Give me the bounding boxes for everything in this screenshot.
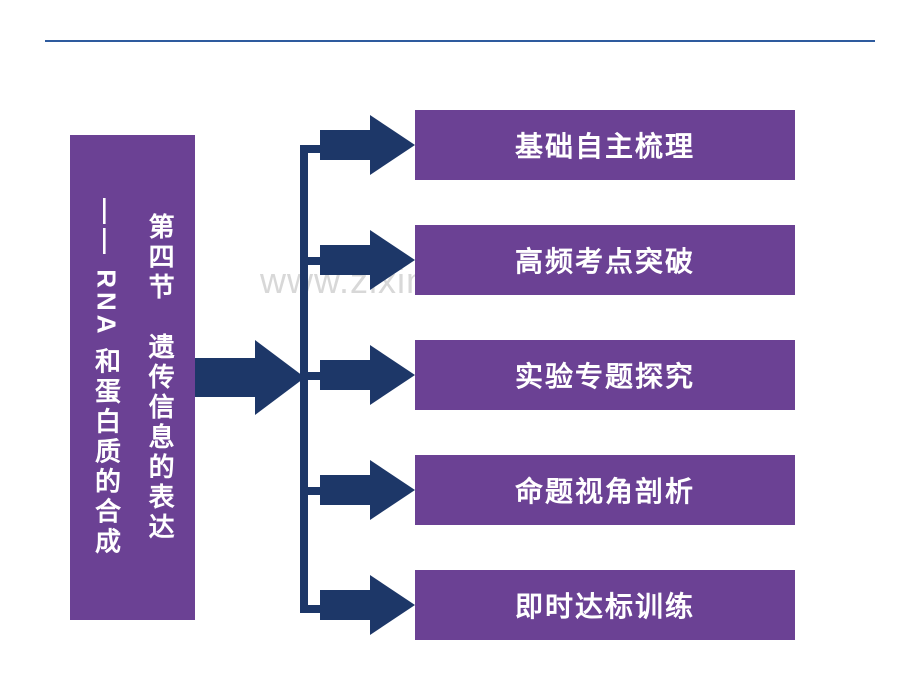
diagram-item: 基础自主梳理 (320, 110, 795, 180)
item-box: 命题视角剖析 (415, 455, 795, 525)
diagram-item: 实验专题探究 (320, 340, 795, 410)
chapter-title-block: 第四节 遗传信息的表达 —— RNA 和蛋白质的合成 (70, 135, 195, 620)
item-label: 基础自主梳理 (515, 125, 695, 165)
main-arrow-icon (195, 340, 305, 420)
arrow-right-icon (320, 225, 415, 295)
arrow-right-icon (320, 455, 415, 525)
diagram-item: 高频考点突破 (320, 225, 795, 295)
diagram-container: 第四节 遗传信息的表达 —— RNA 和蛋白质的合成 基础自主梳理 高频考点突破 (70, 110, 870, 650)
diagram-item: 即时达标训练 (320, 570, 795, 640)
chapter-title-line2: —— RNA 和蛋白质的合成 (85, 198, 127, 558)
item-box: 实验专题探究 (415, 340, 795, 410)
top-divider (45, 40, 875, 42)
chapter-title-line1: 第四节 遗传信息的表达 (139, 213, 181, 543)
item-label: 命题视角剖析 (515, 470, 695, 510)
item-box: 基础自主梳理 (415, 110, 795, 180)
item-box: 高频考点突破 (415, 225, 795, 295)
arrow-right-icon (320, 110, 415, 180)
item-label: 实验专题探究 (515, 355, 695, 395)
diagram-item: 命题视角剖析 (320, 455, 795, 525)
arrow-right-icon (320, 340, 415, 410)
item-label: 即时达标训练 (515, 585, 695, 625)
item-box: 即时达标训练 (415, 570, 795, 640)
arrow-right-icon (320, 570, 415, 640)
item-label: 高频考点突破 (515, 240, 695, 280)
